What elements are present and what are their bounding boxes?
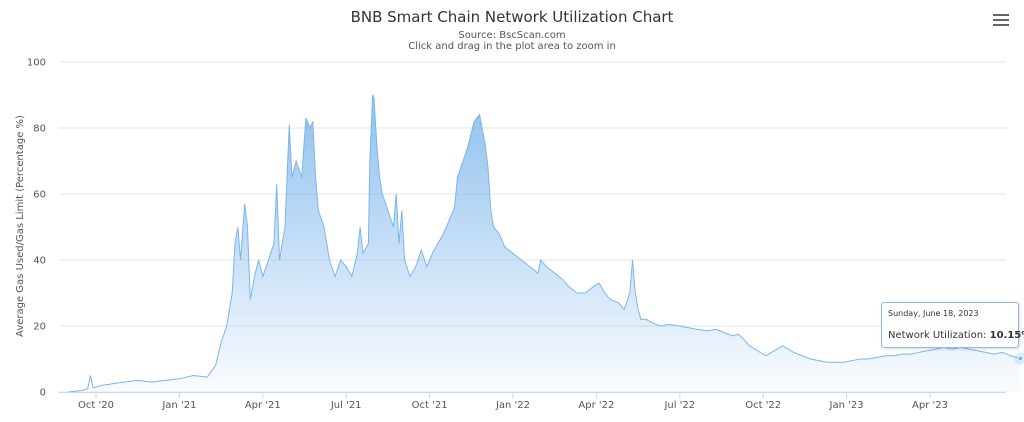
x-tick-label: Jul '22 — [663, 400, 695, 411]
tooltip-value-row: Network Utilization: 10.15% — [888, 330, 1024, 341]
y-axis-label: Average Gas Used/Gas Limit (Percentage %… — [15, 115, 26, 337]
series-line[interactable] — [68, 94, 1021, 393]
hover-point[interactable] — [1017, 355, 1024, 362]
x-tick-label: Apr '23 — [912, 400, 948, 411]
x-tick-label: Oct '20 — [78, 400, 114, 411]
tooltip-series-label: Network Utilization: — [888, 330, 987, 341]
tooltip-value: 10.15% — [989, 330, 1024, 341]
x-tick-label: Oct '22 — [745, 400, 781, 411]
x-tick-label: Jan '23 — [829, 400, 864, 411]
x-tick-label: Jan '22 — [495, 400, 530, 411]
tooltip-date: Sunday, June 18, 2023 — [888, 309, 979, 318]
y-tick-label: 20 — [33, 322, 46, 333]
y-tick-label: 80 — [33, 124, 46, 135]
chart-title: BNB Smart Chain Network Utilization Char… — [350, 8, 674, 26]
menu-bar-1 — [993, 14, 1009, 16]
chart-subtitle-source: Source: BscScan.com — [458, 30, 566, 41]
y-tick-label: 100 — [27, 58, 46, 69]
chart-subtitle-zoom-hint: Click and drag in the plot area to zoom … — [408, 41, 616, 52]
y-tick-label: 40 — [33, 256, 46, 267]
hamburger-menu-icon[interactable] — [993, 14, 1009, 28]
series-area — [68, 95, 1021, 392]
x-tick-label: Oct '21 — [412, 400, 448, 411]
data-tooltip: Sunday, June 18, 2023 Network Utilizatio… — [881, 302, 1024, 348]
y-tick-label: 60 — [33, 190, 46, 201]
menu-bar-3 — [993, 24, 1009, 26]
y-tick-label: 0 — [40, 388, 46, 399]
menu-bar-2 — [993, 19, 1009, 21]
x-tick-label: Jul '21 — [330, 400, 362, 411]
x-tick-label: Jan '21 — [161, 400, 196, 411]
x-tick-label: Apr '22 — [578, 400, 614, 411]
x-tick-label: Apr '21 — [245, 400, 281, 411]
